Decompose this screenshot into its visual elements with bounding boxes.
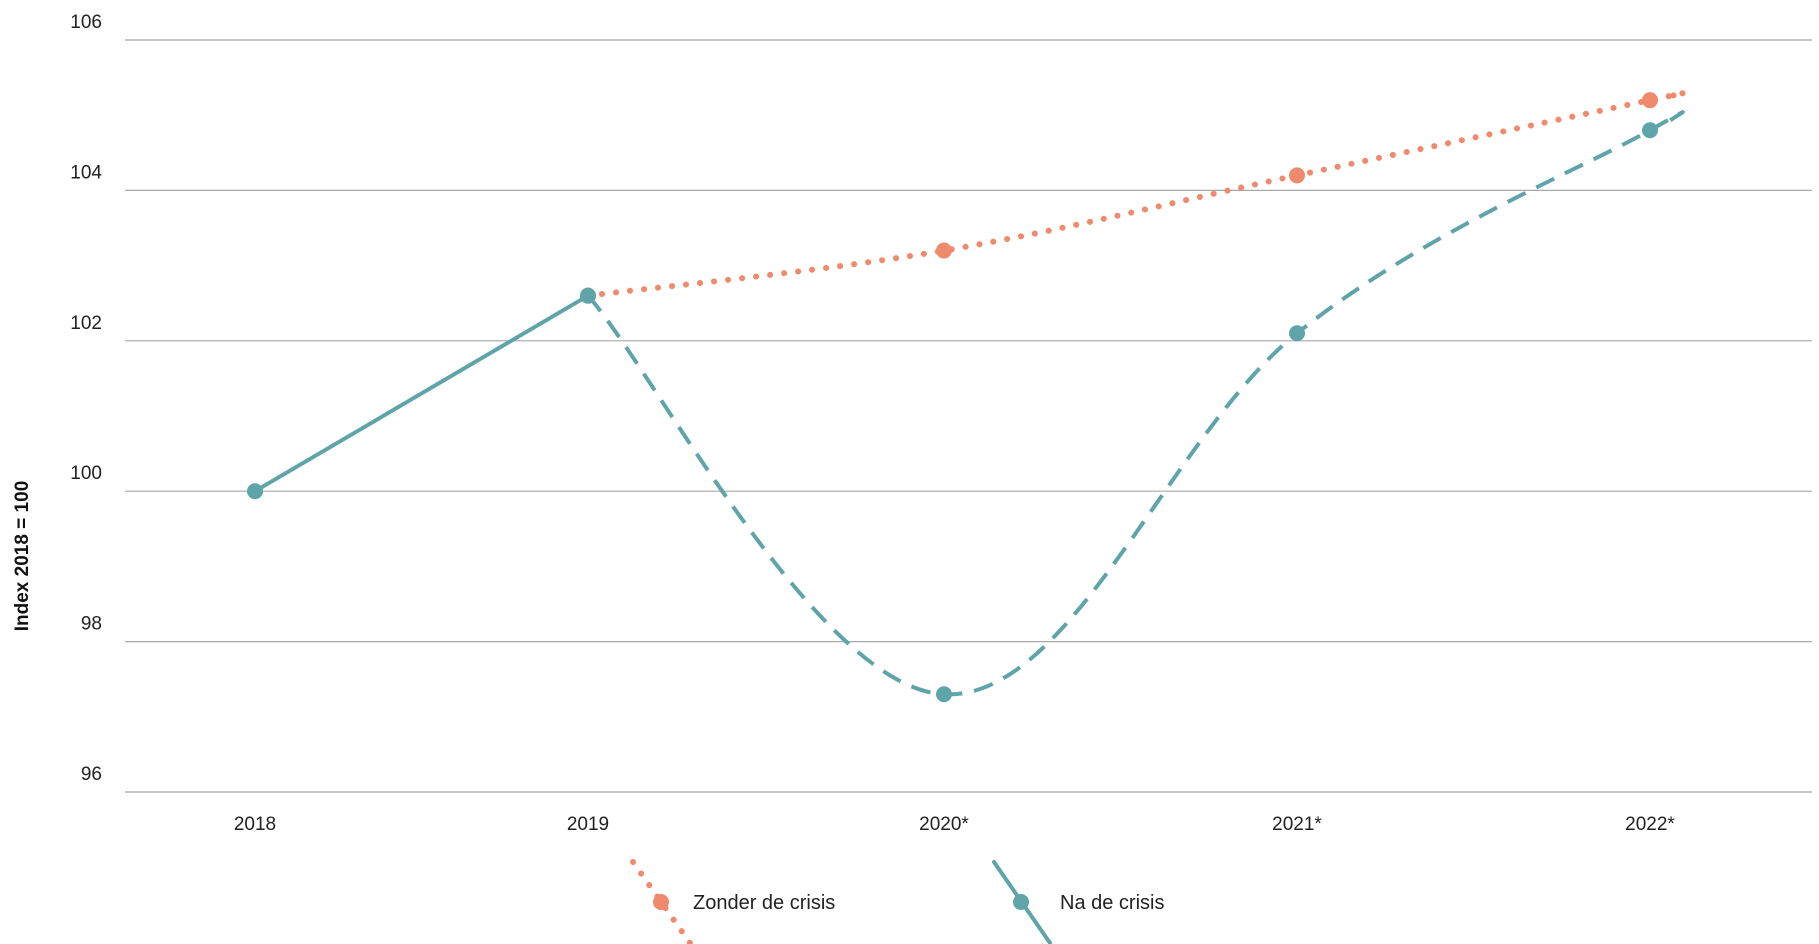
x-tick-labels: 2018 2019 2020* 2021* 2022* [234, 814, 1676, 835]
legend-label-na: Na de crisis [1060, 892, 1164, 914]
x-tick-label: 2020* [919, 814, 969, 835]
series-layer [253, 89, 1688, 697]
y-tick-label: 98 [81, 614, 102, 635]
data-point-zonder-de-crisis [936, 242, 952, 259]
data-point-na-de-crisis [936, 686, 952, 703]
data-point-na-de-crisis [1642, 122, 1658, 139]
legend-item-zonder[interactable]: Zonder de crisis [630, 859, 835, 944]
legend-item-na[interactable]: Na de crisis [992, 860, 1164, 944]
y-tick-label: 106 [70, 12, 102, 33]
x-tick-label: 2022* [1625, 814, 1675, 835]
legend: Zonder de crisis Na de crisis [630, 859, 1164, 944]
data-point-zonder-de-crisis [1289, 167, 1305, 184]
data-point-na-de-crisis [247, 483, 263, 500]
x-tick-label: 2019 [567, 814, 609, 835]
x-tick-label: 2018 [234, 814, 276, 835]
grid-lines [125, 39, 1812, 793]
y-tick-label: 102 [70, 313, 102, 334]
data-point-na-de-crisis [580, 287, 596, 304]
y-tick-label: 104 [70, 162, 102, 183]
legend-marker-na [1013, 894, 1029, 910]
legend-swatch-zonder [630, 859, 693, 944]
legend-marker-zonder [653, 894, 669, 910]
y-tick-label: 96 [81, 764, 102, 785]
y-tick-label: 100 [70, 463, 102, 484]
legend-label-zonder: Zonder de crisis [693, 892, 835, 914]
data-points [247, 92, 1658, 703]
y-axis-label: Index 2018 = 100 [12, 481, 33, 632]
data-point-na-de-crisis [1289, 325, 1305, 342]
series-line-na-de-crisis-actual [253, 293, 590, 494]
series-line-zonder-de-crisis [585, 89, 1688, 299]
series-line-na-de-crisis-forecast [586, 110, 1685, 697]
data-point-zonder-de-crisis [1642, 92, 1658, 109]
x-tick-label: 2021* [1272, 814, 1322, 835]
y-tick-labels: 96 98 100 102 104 106 [70, 12, 102, 785]
